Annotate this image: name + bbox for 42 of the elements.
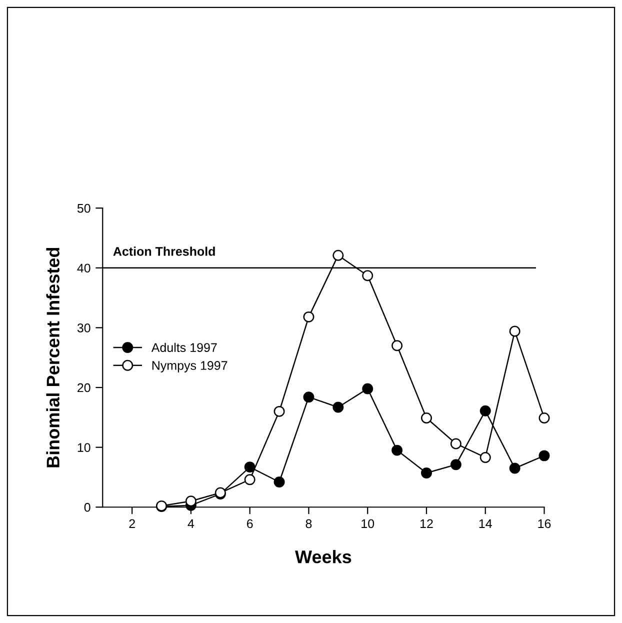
point	[274, 476, 285, 488]
point	[450, 459, 462, 470]
point	[480, 405, 491, 416]
x-tick-label: 6	[246, 519, 253, 528]
y-tick-label: 0	[84, 502, 90, 512]
x-tick-label: 14	[479, 519, 492, 528]
ref-line-label: Action Threshold	[113, 246, 215, 256]
x-tick-label: 4	[188, 519, 194, 528]
point	[509, 326, 520, 337]
x-axis-title: Weeks	[295, 550, 352, 564]
y-tick-label: 30	[77, 324, 90, 332]
point	[244, 474, 256, 486]
point	[332, 402, 344, 413]
point	[450, 438, 462, 450]
y-tick-label: 40	[77, 264, 90, 273]
y-axis-title: Binomial Percent Infested	[46, 248, 60, 468]
point	[421, 412, 432, 424]
point	[274, 406, 285, 417]
point	[392, 340, 403, 352]
x-tick-label: 2	[129, 519, 135, 528]
point	[392, 444, 403, 456]
y-tick-label: 20	[78, 383, 90, 392]
point	[303, 311, 314, 322]
y-tick-label: 50	[77, 204, 90, 213]
point	[421, 468, 432, 479]
legend-label: Adults 1997	[151, 342, 217, 352]
point	[538, 450, 550, 462]
point	[362, 383, 374, 394]
point	[332, 250, 344, 261]
y-tick-label: 10	[78, 443, 90, 452]
point	[244, 462, 256, 473]
point	[362, 270, 374, 282]
point	[185, 496, 196, 507]
legend-label: Nympys 1997	[152, 361, 228, 372]
point	[538, 412, 550, 424]
x-tick-label: 8	[306, 519, 312, 528]
x-tick-label: 16	[538, 519, 551, 528]
x-tick-label: 12	[420, 519, 433, 528]
x-tick-label: 10	[362, 519, 374, 528]
point	[303, 392, 314, 403]
point	[509, 462, 520, 474]
point	[480, 452, 491, 463]
